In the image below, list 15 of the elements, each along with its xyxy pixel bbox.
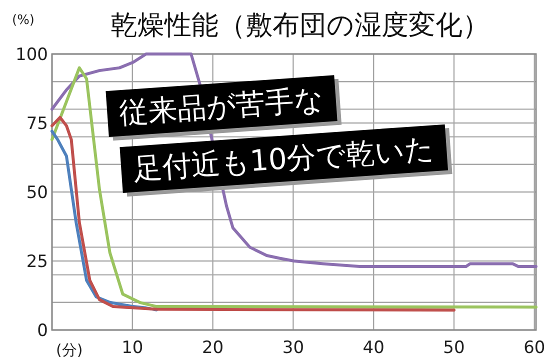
x-tick-label: 40	[362, 338, 384, 358]
y-axis-title: (%)	[12, 13, 34, 28]
x-tick-label: 20	[202, 338, 224, 358]
y-tick-label: 25	[26, 252, 48, 272]
x-tick-label: 60	[524, 338, 546, 358]
y-tick-label: 50	[26, 183, 48, 203]
x-tick-label: 30	[282, 338, 304, 358]
chart-title: 乾燥性能（敷布団の湿度変化）	[110, 10, 490, 41]
x-tick-label: 10	[122, 338, 144, 358]
x-tick-label: 50	[443, 338, 465, 358]
y-tick-label: 0	[37, 321, 48, 341]
y-tick-label: 75	[26, 114, 48, 134]
x-axis-title: (分)	[56, 341, 83, 359]
y-tick-label: 100	[16, 45, 48, 65]
annotation: 従来品が苦手な	[106, 75, 342, 141]
